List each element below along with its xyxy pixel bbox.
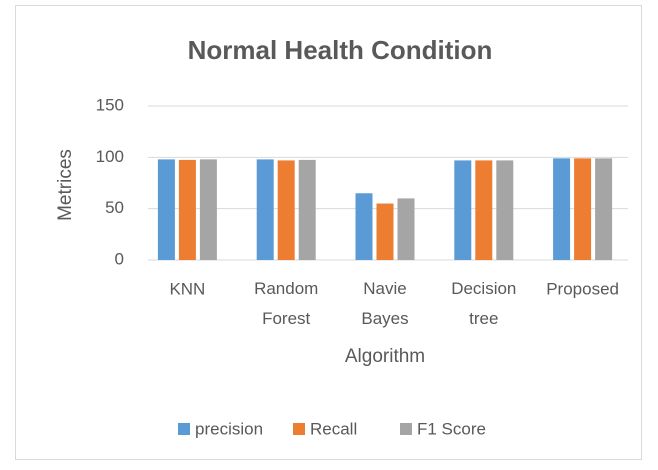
y-tick-label: 100 bbox=[96, 147, 124, 166]
legend-swatch bbox=[293, 423, 305, 435]
x-tick-label: Navie Bayes bbox=[361, 279, 408, 328]
bar bbox=[574, 158, 592, 260]
legend-swatch bbox=[178, 423, 190, 435]
bar bbox=[355, 193, 373, 260]
bar bbox=[397, 198, 415, 260]
x-tick-label: KNN bbox=[169, 279, 205, 298]
legend-label: Recall bbox=[310, 419, 357, 438]
bar bbox=[475, 160, 493, 260]
legend-swatch bbox=[400, 423, 412, 435]
y-tick-label: 0 bbox=[115, 249, 124, 268]
bar bbox=[595, 158, 613, 260]
bar bbox=[157, 159, 175, 260]
bar bbox=[454, 160, 472, 260]
legend-label: F1 Score bbox=[417, 419, 486, 438]
bar bbox=[376, 203, 394, 260]
chart-title: Normal Health Condition bbox=[188, 35, 493, 65]
bar bbox=[298, 159, 316, 260]
bar bbox=[496, 160, 514, 260]
bar bbox=[178, 159, 196, 260]
bar bbox=[553, 158, 571, 260]
legend-label: precision bbox=[195, 419, 263, 438]
x-tick-label: Decision tree bbox=[451, 279, 516, 328]
x-axis-title: Algorithm bbox=[345, 346, 425, 367]
y-tick-label: 50 bbox=[105, 198, 124, 217]
bar bbox=[199, 159, 217, 260]
y-tick-label: 150 bbox=[96, 95, 124, 114]
x-tick-label: Proposed bbox=[546, 279, 619, 298]
chart-border bbox=[15, 5, 642, 460]
bar bbox=[277, 160, 295, 260]
bar bbox=[256, 159, 274, 260]
y-axis-title: Metrices bbox=[55, 149, 76, 221]
x-tick-label: Random Forest bbox=[254, 279, 318, 328]
